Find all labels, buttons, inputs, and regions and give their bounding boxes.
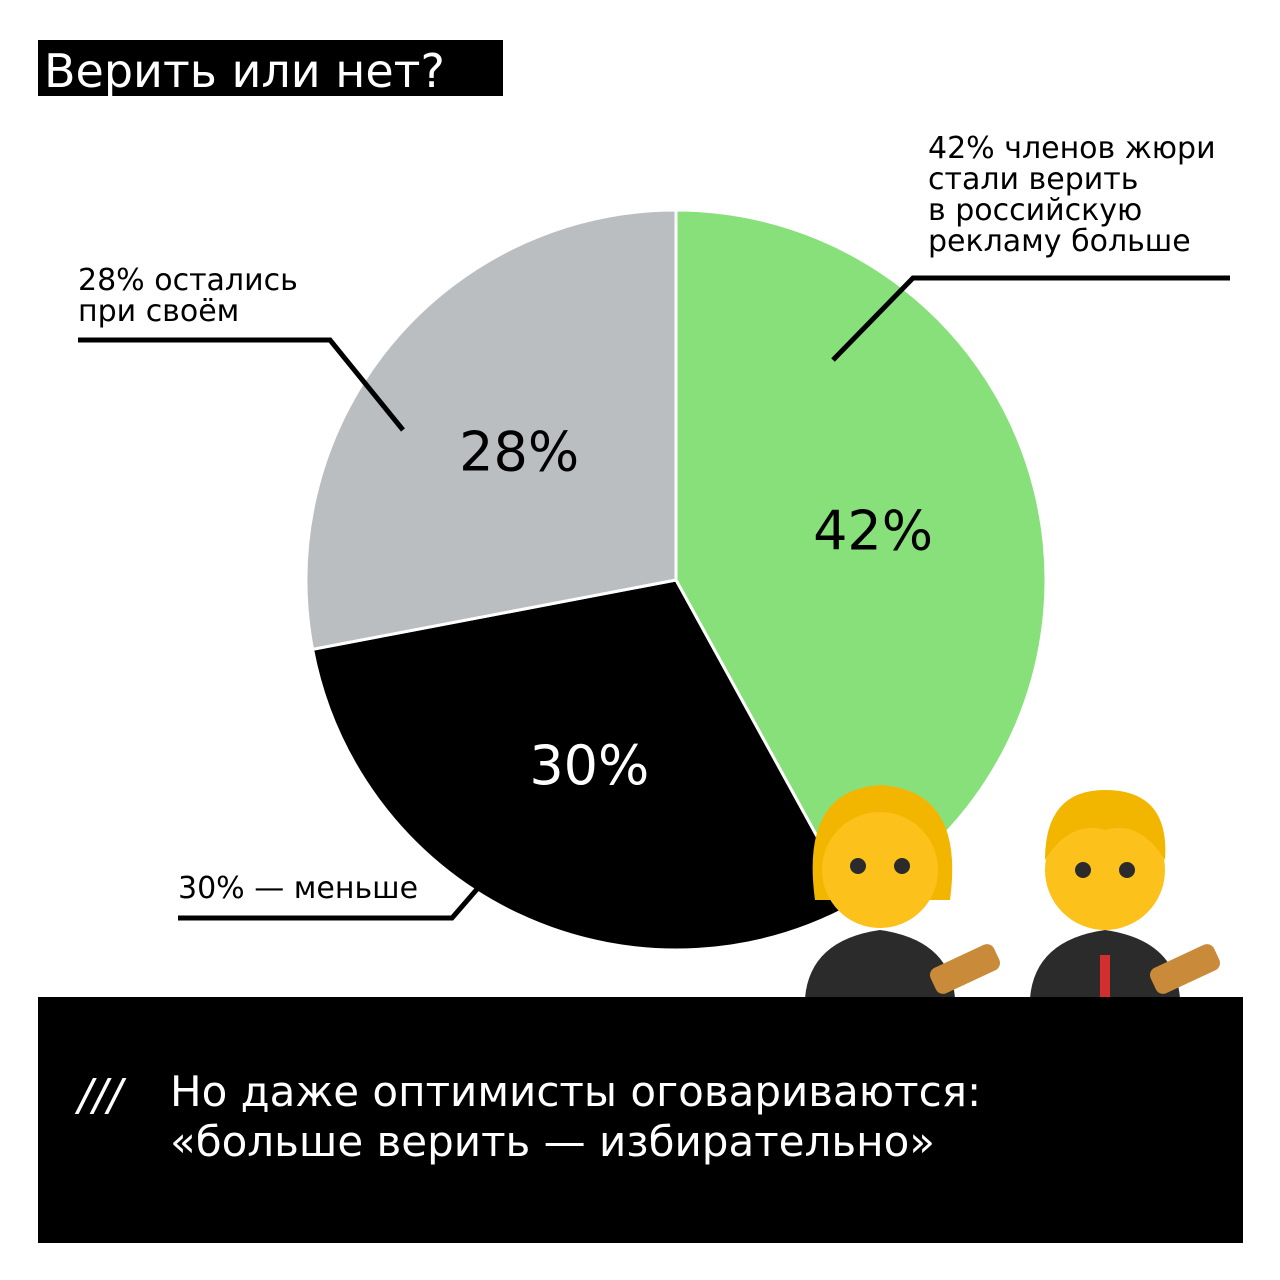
annotation-line: в российскую — [928, 193, 1142, 228]
emoji-face — [822, 812, 938, 928]
emoji-body — [805, 930, 955, 998]
emoji-eye — [1119, 862, 1135, 878]
emoji-tie — [1100, 955, 1110, 998]
emoji-eye — [894, 858, 910, 874]
annotation-line: стали верить — [928, 162, 1138, 197]
pie-slice — [674, 208, 1048, 907]
emoji-eye — [1075, 862, 1091, 878]
judges-emoji — [805, 785, 1221, 998]
annotation-line: 28% остались — [78, 263, 298, 298]
value-label: 28% — [459, 420, 579, 483]
pie: 42% 30% 28% — [304, 208, 1048, 952]
emoji-hair — [1045, 790, 1166, 860]
leader-line — [831, 275, 1230, 362]
pie-slice — [310, 578, 857, 952]
leader-line — [78, 337, 405, 432]
value-label: 30% — [529, 734, 649, 797]
annotation-line: рекламу больше — [928, 224, 1191, 259]
pie-slice — [304, 208, 678, 652]
value-label: 42% — [813, 499, 933, 562]
footer-line: «больше верить — избирательно» — [170, 1117, 935, 1166]
footer-marker: /// — [74, 1070, 127, 1121]
leader-line — [178, 826, 532, 921]
annotation-line: при своём — [78, 294, 239, 329]
emoji-eye — [850, 858, 866, 874]
emoji-gavel — [1149, 944, 1221, 994]
footer-box — [38, 997, 1243, 1243]
annotation-line: 42% членов жюри — [928, 131, 1216, 166]
emoji-face — [1045, 810, 1165, 930]
chart-title: Верить или нет? — [44, 44, 445, 98]
footer-line: Но даже оптимисты оговариваются: — [170, 1067, 981, 1116]
emoji-gavel — [929, 944, 1001, 994]
annotation-line: 30% — меньше — [178, 871, 418, 906]
title-box — [38, 40, 503, 96]
